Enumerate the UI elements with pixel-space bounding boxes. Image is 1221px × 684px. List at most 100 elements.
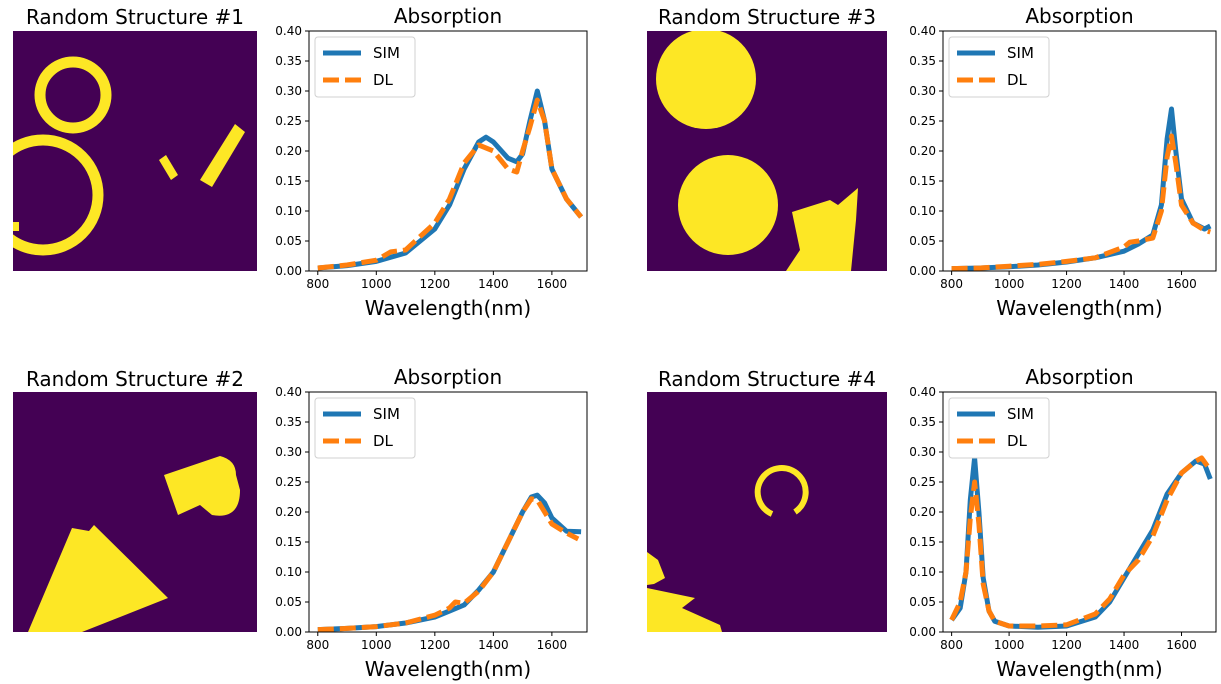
absorption-chart-3: Absorption 0.00 0.05 0.10 0.15 0.20 0.25 0.30 0.… xyxy=(909,4,1217,320)
y-tick-label: 0.30 xyxy=(275,84,302,98)
series-sim-line xyxy=(949,455,1213,630)
legend-box xyxy=(314,36,416,98)
y-tick-label: 0.30 xyxy=(909,445,936,459)
legend-label-sim: SIM xyxy=(1007,44,1034,62)
x-axis-label: Wavelength(nm) xyxy=(365,296,531,320)
y-tick-label: 0.25 xyxy=(909,114,936,128)
y-tick-label: 0.35 xyxy=(275,415,302,429)
y-tick-label: 0.15 xyxy=(909,174,936,188)
fragment-shape xyxy=(647,588,722,632)
legend-label-sim: SIM xyxy=(373,405,400,423)
y-tick-label: 0.20 xyxy=(275,144,302,158)
legend: SIM DL xyxy=(314,397,416,459)
y-tick-label: 0.40 xyxy=(275,385,302,399)
y-tick-label: 0.40 xyxy=(275,24,302,38)
structure-image-4 xyxy=(647,392,887,632)
y-tick-label: 0.30 xyxy=(275,445,302,459)
y-tick-label: 0.20 xyxy=(275,505,302,519)
y-tick-label: 0.20 xyxy=(909,144,936,158)
y-tick-label: 0.10 xyxy=(909,565,936,579)
chart-title: Absorption xyxy=(1025,4,1133,28)
legend-box xyxy=(314,397,416,459)
absorption-chart-4: Absorption 0.00 0.05 0.10 0.15 0.20 0.25 0.30 0.… xyxy=(909,365,1217,681)
y-tick-label: 0.15 xyxy=(909,535,936,549)
fragment-shape xyxy=(647,552,665,585)
x-tick-label: 1400 xyxy=(1109,277,1140,291)
x-tick-label: 1000 xyxy=(361,277,392,291)
x-axis-label: Wavelength(nm) xyxy=(996,296,1162,320)
triangle-shape xyxy=(28,525,168,632)
disk-shape xyxy=(656,31,756,129)
y-tick-label: 0.10 xyxy=(909,204,936,218)
legend-label-dl: DL xyxy=(373,71,394,89)
x-tick-label: 1000 xyxy=(361,638,392,652)
star-shape xyxy=(786,188,858,271)
series-sim-line xyxy=(951,106,1212,272)
y-tick-label: 0.15 xyxy=(275,535,302,549)
x-tick-label: 1200 xyxy=(1051,277,1082,291)
x-tick-label: 1000 xyxy=(994,638,1025,652)
x-tick-label: 1600 xyxy=(537,277,568,291)
y-tick-label: 0.00 xyxy=(275,625,302,639)
x-tick-label: 1000 xyxy=(994,277,1025,291)
y-tick-label: 0.10 xyxy=(275,204,302,218)
x-tick-label: 1600 xyxy=(1166,638,1197,652)
x-tick-label: 1200 xyxy=(420,277,451,291)
legend-label-dl: DL xyxy=(1007,71,1028,89)
structure-image-3 xyxy=(647,31,887,271)
structure-title-4: Random Structure #4 xyxy=(658,367,876,391)
legend-label-sim: SIM xyxy=(1007,405,1034,423)
chart-title: Absorption xyxy=(394,4,502,28)
structure-image-2 xyxy=(13,392,257,632)
x-tick-label: 1400 xyxy=(478,277,509,291)
y-tick-label: 0.00 xyxy=(909,625,936,639)
structure-title-1: Random Structure #1 xyxy=(26,5,244,29)
series-dl-line xyxy=(317,97,584,271)
y-tick-label: 0.40 xyxy=(909,24,936,38)
y-tick-label: 0.05 xyxy=(275,234,302,248)
structure-image-1 xyxy=(13,31,257,271)
chart-title: Absorption xyxy=(1025,365,1133,389)
y-tick-label: 0.35 xyxy=(275,54,302,68)
y-tick-label: 0.25 xyxy=(909,475,936,489)
legend: SIM DL xyxy=(948,397,1050,459)
x-tick-label: 800 xyxy=(940,638,963,652)
y-tick-label: 0.25 xyxy=(275,114,302,128)
series-dl-line xyxy=(317,496,580,633)
x-tick-label: 1600 xyxy=(537,638,568,652)
chart-title: Absorption xyxy=(394,365,502,389)
series-dl-line xyxy=(949,455,1213,629)
x-tick-label: 800 xyxy=(306,638,329,652)
y-tick-label: 0.00 xyxy=(909,264,936,278)
y-tick-label: 0.05 xyxy=(275,595,302,609)
x-axis-label: Wavelength(nm) xyxy=(365,657,531,681)
fragment-shape xyxy=(13,222,19,231)
y-tick-label: 0.20 xyxy=(909,505,936,519)
y-tick-label: 0.10 xyxy=(275,565,302,579)
x-tick-label: 1200 xyxy=(420,638,451,652)
bar-shape xyxy=(200,124,245,187)
x-axis-label: Wavelength(nm) xyxy=(996,657,1162,681)
disk-shape xyxy=(678,155,778,255)
y-tick-label: 0.25 xyxy=(275,475,302,489)
y-tick-label: 0.40 xyxy=(909,385,936,399)
structure-title-2: Random Structure #2 xyxy=(26,367,244,391)
structure-title-3: Random Structure #3 xyxy=(658,5,876,29)
y-tick-label: 0.35 xyxy=(909,54,936,68)
y-tick-label: 0.30 xyxy=(909,84,936,98)
x-tick-label: 1400 xyxy=(1109,638,1140,652)
ring-shape xyxy=(13,134,104,256)
legend-box xyxy=(948,36,1050,98)
y-tick-label: 0.00 xyxy=(275,264,302,278)
y-tick-label: 0.05 xyxy=(909,595,936,609)
legend-label-dl: DL xyxy=(1007,432,1028,450)
legend: SIM DL xyxy=(314,36,416,98)
legend-label-sim: SIM xyxy=(373,44,400,62)
legend: SIM DL xyxy=(948,36,1050,98)
x-tick-label: 800 xyxy=(306,277,329,291)
legend-label-dl: DL xyxy=(373,432,394,450)
y-tick-label: 0.15 xyxy=(275,174,302,188)
y-tick-label: 0.05 xyxy=(909,234,936,248)
x-tick-label: 800 xyxy=(940,277,963,291)
